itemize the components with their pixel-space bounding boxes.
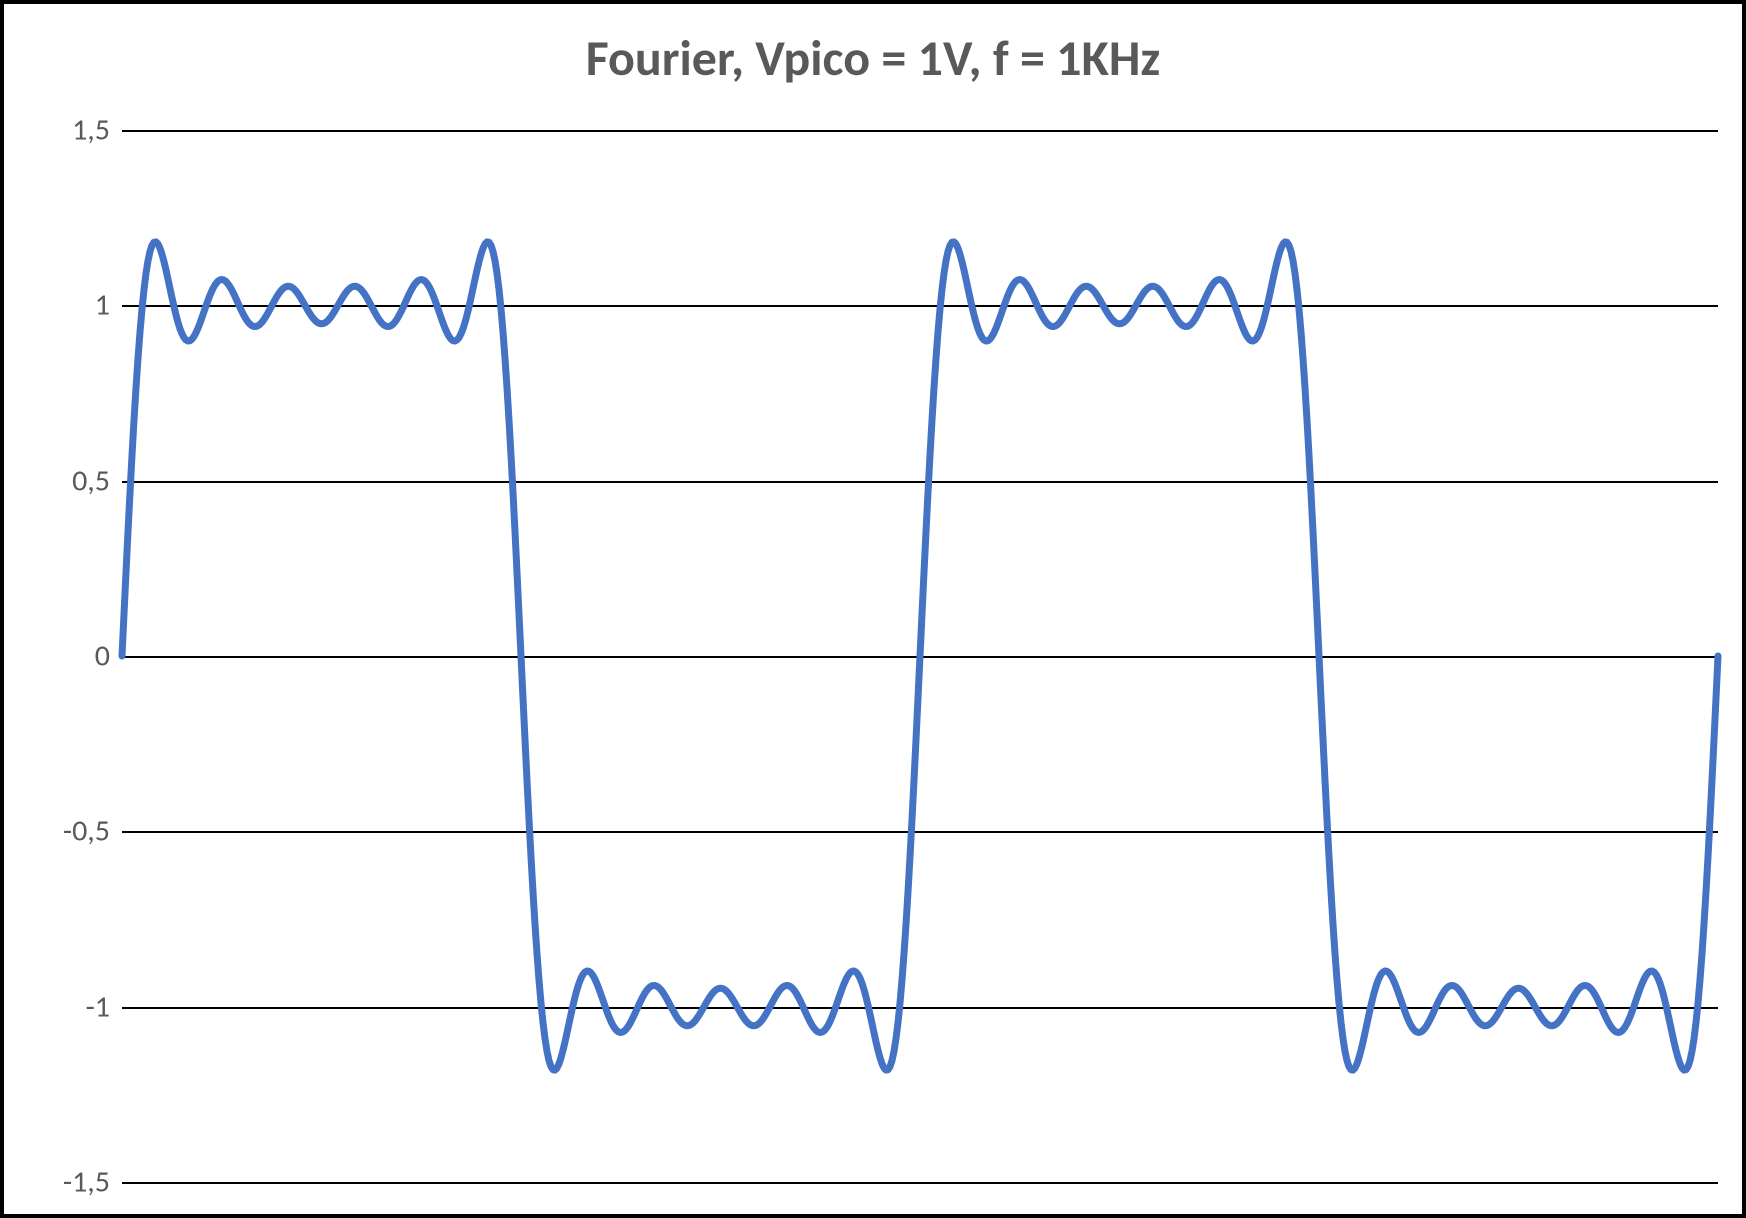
plot-area: -1,5-1-0,500,511,5 — [122, 130, 1718, 1182]
series-line — [122, 130, 1718, 1182]
y-tick-label: 0 — [95, 638, 110, 675]
chart-title: Fourier, Vpico = 1V, f = 1KHz — [4, 28, 1742, 89]
gridline — [122, 1182, 1718, 1184]
y-tick-label: 0,5 — [72, 462, 110, 499]
y-tick-label: 1,5 — [72, 112, 110, 149]
chart-frame: Fourier, Vpico = 1V, f = 1KHz -1,5-1-0,5… — [0, 0, 1746, 1218]
y-tick-label: 1 — [95, 287, 110, 324]
y-tick-label: -1,5 — [63, 1164, 110, 1201]
y-tick-label: -0,5 — [63, 813, 110, 850]
y-tick-label: -1 — [86, 988, 110, 1025]
